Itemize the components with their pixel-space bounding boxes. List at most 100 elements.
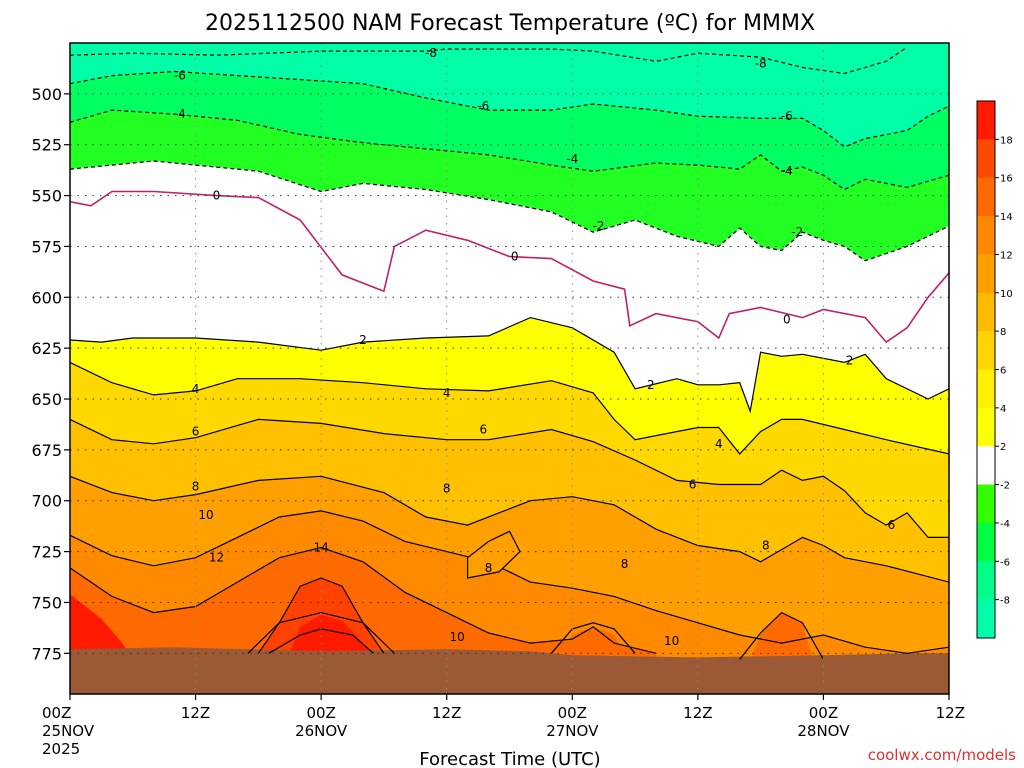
x-tick-label: 00Z [558,704,587,722]
contour-line [70,109,949,191]
y-tick-label: 550 [31,187,62,206]
contour-label: 0 [511,250,519,264]
y-tick-label: 750 [31,593,62,612]
contour-line [70,160,949,262]
colorbar-segment [977,522,995,562]
y-tick-label: 500 [31,85,62,104]
colorbar-segment [977,599,995,639]
colorbar-segment [977,216,995,255]
contour-label: -6 [781,109,793,123]
contour-line [70,316,949,414]
contour-label: 4 [443,386,451,400]
credit-text: coolwx.com/models [868,746,1016,764]
x-tick-label: 26NOV [295,722,348,740]
contour-label: -6 [477,99,489,113]
y-tick-label: 725 [31,543,62,562]
contour-line [70,70,949,148]
contour-label: 8 [762,538,770,552]
y-tick-label: 600 [31,288,62,307]
x-tick-label: 12Z [432,704,461,722]
x-tick-label: 12Z [936,704,965,722]
warm-pocket-27nov [561,626,625,654]
contour-label: 8 [485,561,493,575]
contour-label: -8 [755,56,767,70]
colorbar-label: 6 [1000,366,1006,377]
contour-label: 4 [715,437,723,451]
terrain-ground [70,647,949,694]
colorbar-segment [977,254,995,294]
x-tick-label: 25NOV [42,722,95,740]
contour-label: -8 [425,46,437,60]
colorbar: 18 16 14 12 10 8 6 4 2 -2 -4 -6 -8 [976,100,1013,639]
contour-label: -4 [566,152,578,166]
contour-line [70,46,908,75]
y-tick-label: 650 [31,390,62,409]
contour-label: 8 [621,557,629,571]
contour-label: 2 [846,353,854,367]
colorbar-label: 16 [1000,174,1013,185]
x-tick-label: 00Z [809,704,838,722]
y-tick-label: 525 [31,136,62,155]
contour-label: 8 [443,482,451,496]
colorbar-label: -4 [1000,519,1010,530]
colorbar-segment [977,139,995,179]
colorbar-label: 14 [1000,212,1013,223]
warm-pocket-28nov [750,612,813,660]
colorbar-segment [977,561,995,601]
pressure-axis: 500 525 550 575 600 625 650 675 700 725 750 775 [31,85,70,663]
colorbar-segment [977,292,995,332]
colorbar-label: 8 [1000,327,1006,338]
colorbar-label: 10 [1000,289,1013,300]
contour-label: 6 [888,518,896,532]
contour-label: -2 [592,219,604,233]
colorbar-label: 18 [1000,135,1013,146]
contour-label: 2 [647,378,655,392]
x-tick-label: 28NOV [797,722,850,740]
contour-line [70,475,949,583]
contour-label: 12 [209,551,224,565]
plot-area: -8-8-6-6-6-4-4-4-2-200022244466668888810… [70,43,949,694]
chart-title: 2025112500 NAM Forecast Temperature (ºC)… [205,11,815,36]
colorbar-label: -8 [1000,596,1010,607]
x-tick-label: 00Z [42,704,71,722]
contour-label: 6 [480,423,488,437]
colorbar-segment [977,484,995,524]
contour-label: 2 [359,333,367,347]
contour-line [70,418,949,538]
contour-line [70,546,657,654]
x-axis-label: Forecast Time (UTC) [419,749,600,768]
contour-label: 0 [783,313,791,327]
colorbar-label: 2 [1000,442,1006,453]
contour-line [70,361,949,455]
colorbar-segment [977,407,995,447]
colorbar-label: -2 [1000,481,1010,492]
contour-line [550,622,636,654]
y-tick-label: 700 [31,492,62,511]
colorbar-segment [977,331,995,370]
plot-frame [69,42,950,695]
y-tick-label: 625 [31,339,62,358]
contour-label: -4 [781,164,793,178]
colorbar-label: 12 [1000,250,1013,261]
x-tick-label: 12Z [683,704,712,722]
contour-label: 14 [314,541,329,555]
x-tick-label: 27NOV [546,722,599,740]
y-tick-label: 675 [31,441,62,460]
contour-label: 6 [192,425,200,439]
contour-line [70,190,949,344]
colorbar-label: 4 [1000,404,1006,415]
x-tick-label: 12Z [181,704,210,722]
contour-label: 10 [198,508,213,522]
contour-label: 10 [664,634,679,648]
contour-label: 6 [689,477,697,491]
contour-label: -2 [791,225,803,239]
colorbar-segment [977,101,995,140]
y-tick-label: 775 [31,644,62,663]
contour-label: -6 [174,69,186,83]
x-tick-label: 2025 [42,740,80,758]
contour-line [739,611,824,660]
band-16-to-18-center [289,614,374,654]
colorbar-segment [977,446,995,486]
